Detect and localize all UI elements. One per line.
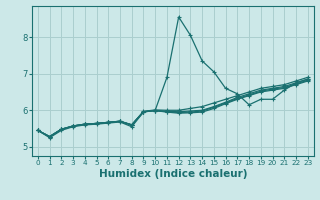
X-axis label: Humidex (Indice chaleur): Humidex (Indice chaleur)	[99, 169, 247, 179]
